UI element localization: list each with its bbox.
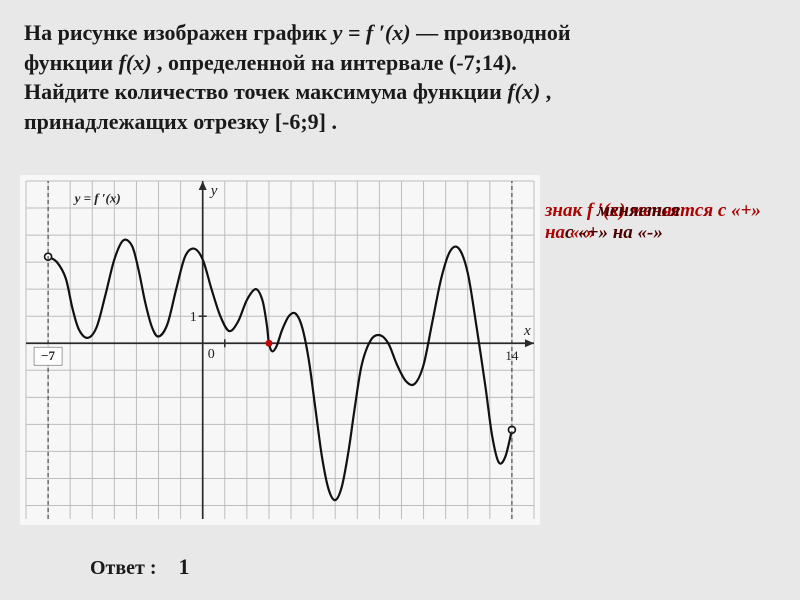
svg-text:1: 1 <box>190 310 197 325</box>
text: Найдите количество точек максимума функц… <box>24 79 507 104</box>
text: — производной <box>411 20 571 45</box>
problem-statement: На рисунке изображен график y = f ′(x) —… <box>0 0 800 147</box>
interval: (-7;14). <box>449 50 517 75</box>
svg-text:−7: −7 <box>41 348 55 363</box>
answer-row: Ответ : 1 <box>90 554 190 580</box>
answer-label: Ответ : <box>90 557 157 580</box>
fn-name: f(x) <box>507 79 540 104</box>
sign-change-annotation: знак f ′(x) меняется с «+» на «-» меняет… <box>545 200 785 244</box>
anno-black-overlay-1: меняется <box>597 200 680 222</box>
derivative-chart: y x 0 1 −7 14 y = f ′(x) <box>20 175 540 525</box>
svg-text:y: y <box>209 183 218 199</box>
text: , <box>540 79 551 104</box>
text: принадлежащих отрезку <box>24 109 275 134</box>
svg-text:x: x <box>523 323 531 339</box>
segment: [-6;9] . <box>275 109 337 134</box>
answer-value: 1 <box>179 554 190 580</box>
svg-text:14: 14 <box>505 348 519 363</box>
anno-black-overlay-2: с «+» на «-» <box>565 222 663 244</box>
fn-name: f(x) <box>119 50 152 75</box>
svg-text:0: 0 <box>208 347 215 362</box>
svg-text:y = f ′(x): y = f ′(x) <box>73 191 121 206</box>
fn-expr: y = f ′(x) <box>333 20 411 45</box>
text: На рисунке изображен график <box>24 20 333 45</box>
chart-svg: y x 0 1 −7 14 y = f ′(x) <box>20 175 540 525</box>
text: , определенной на интервале <box>152 50 449 75</box>
text: функции <box>24 50 119 75</box>
